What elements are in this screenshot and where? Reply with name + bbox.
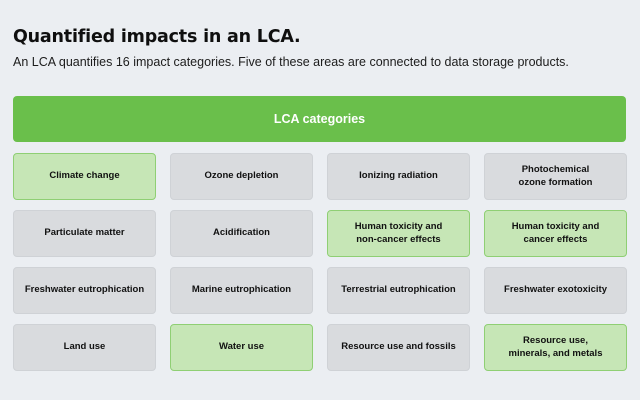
category-resource-use-fossils: Resource use and fossils [327,324,470,371]
category-marine-eutrophication: Marine eutrophication [170,267,313,314]
page-title: Quantified impacts in an LCA. [13,27,301,47]
category-ozone-depletion: Ozone depletion [170,153,313,200]
category-resource-use-minerals-metals: Resource use, minerals, and metals [484,324,627,371]
category-human-toxicity-non-cancer: Human toxicity and non-cancer effects [327,210,470,257]
category-particulate-matter: Particulate matter [13,210,156,257]
lca-categories-header-label: LCA categories [273,112,366,126]
page-subtitle: An LCA quantifies 16 impact categories. … [13,55,569,69]
impact-categories-grid: Climate change Ozone depletion Ionizing … [13,153,627,371]
category-freshwater-exotoxicity: Freshwater exotoxicity [484,267,627,314]
category-terrestrial-eutrophication: Terrestrial eutrophication [327,267,470,314]
category-land-use: Land use [13,324,156,371]
category-climate-change: Climate change [13,153,156,200]
category-photochemical-ozone-formation: Photochemical ozone formation [484,153,627,200]
category-ionizing-radiation: Ionizing radiation [327,153,470,200]
category-acidification: Acidification [170,210,313,257]
category-human-toxicity-cancer: Human toxicity and cancer effects [484,210,627,257]
category-freshwater-eutrophication: Freshwater eutrophication [13,267,156,314]
category-water-use: Water use [170,324,313,371]
lca-categories-header: LCA categories [13,96,626,142]
